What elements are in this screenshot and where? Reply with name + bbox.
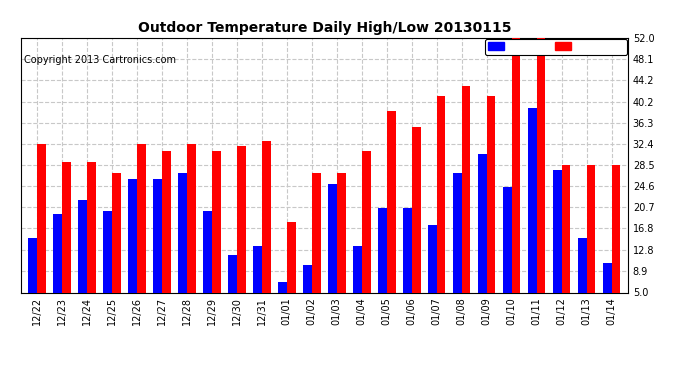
Bar bbox=[128, 178, 137, 292]
Bar bbox=[553, 170, 562, 292]
Bar bbox=[153, 178, 162, 292]
Bar bbox=[178, 173, 187, 292]
Bar bbox=[403, 209, 412, 292]
Title: Outdoor Temperature Daily High/Low 20130115: Outdoor Temperature Daily High/Low 20130… bbox=[137, 21, 511, 35]
Bar bbox=[278, 282, 287, 292]
Bar bbox=[611, 165, 620, 292]
Bar bbox=[328, 184, 337, 292]
Bar bbox=[528, 108, 537, 292]
Bar bbox=[578, 238, 586, 292]
Bar bbox=[37, 144, 46, 292]
Bar bbox=[187, 144, 195, 292]
Bar bbox=[87, 162, 96, 292]
Bar bbox=[203, 211, 212, 292]
Legend: Low  (°F), High  (°F): Low (°F), High (°F) bbox=[485, 39, 627, 55]
Bar bbox=[212, 152, 221, 292]
Bar bbox=[253, 246, 262, 292]
Bar bbox=[603, 262, 611, 292]
Bar bbox=[312, 173, 321, 292]
Bar bbox=[262, 141, 270, 292]
Bar bbox=[378, 209, 387, 292]
Bar bbox=[162, 152, 170, 292]
Bar bbox=[462, 86, 471, 292]
Bar bbox=[104, 211, 112, 292]
Bar bbox=[537, 38, 545, 292]
Bar bbox=[387, 111, 395, 292]
Bar bbox=[453, 173, 462, 292]
Bar bbox=[287, 222, 295, 292]
Bar bbox=[337, 173, 346, 292]
Bar bbox=[512, 38, 520, 292]
Bar bbox=[53, 214, 62, 292]
Bar bbox=[412, 127, 420, 292]
Bar bbox=[437, 96, 446, 292]
Bar bbox=[28, 238, 37, 292]
Bar bbox=[137, 144, 146, 292]
Bar bbox=[362, 152, 371, 292]
Bar bbox=[586, 165, 595, 292]
Bar bbox=[353, 246, 362, 292]
Bar bbox=[303, 266, 312, 292]
Bar bbox=[503, 187, 512, 292]
Bar bbox=[78, 200, 87, 292]
Bar bbox=[486, 96, 495, 292]
Bar bbox=[112, 173, 121, 292]
Bar bbox=[237, 146, 246, 292]
Bar bbox=[428, 225, 437, 292]
Text: Copyright 2013 Cartronics.com: Copyright 2013 Cartronics.com bbox=[23, 56, 176, 65]
Bar bbox=[562, 165, 571, 292]
Bar bbox=[228, 255, 237, 292]
Bar bbox=[478, 154, 486, 292]
Bar bbox=[62, 162, 70, 292]
